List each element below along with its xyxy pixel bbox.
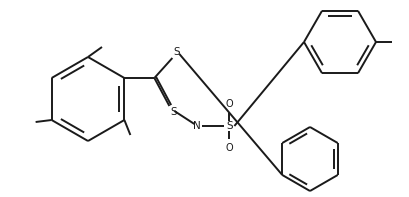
Text: S: S [173, 47, 180, 57]
Text: O: O [225, 143, 233, 153]
Text: S: S [225, 121, 232, 131]
Text: O: O [225, 99, 233, 109]
Text: N: N [193, 121, 201, 131]
Text: S: S [170, 107, 177, 117]
